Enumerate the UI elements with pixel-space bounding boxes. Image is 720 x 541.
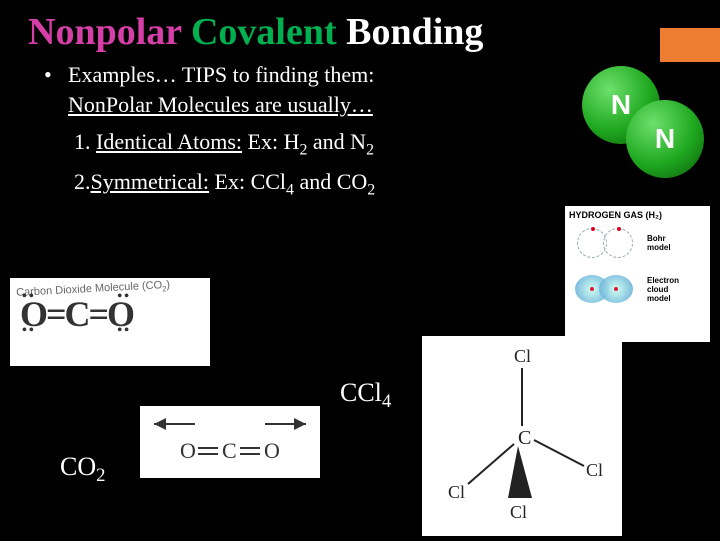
list-1-ex-pre: Ex: H xyxy=(242,129,299,154)
ccl4-cl-b: Cl xyxy=(510,502,527,522)
list-2-num: 2. xyxy=(74,169,91,194)
co2-structure-image: Carbon Dioxide Molecule (CO2) •• •• O=C=… xyxy=(10,278,210,366)
bohr-model-icon xyxy=(571,224,641,262)
bullet-line-2a: Non xyxy=(68,92,106,117)
co2a-o1: O xyxy=(180,438,196,463)
page-title: Nonpolar Covalent Bonding xyxy=(0,0,720,60)
list-1-label: Identical Atoms: xyxy=(96,129,242,154)
n2-atom-1-label: N xyxy=(611,89,631,121)
list-2-ex-sub2: 2 xyxy=(367,182,375,199)
ccl4-label: CCl4 xyxy=(340,378,391,413)
list-1-num: 1. xyxy=(74,129,91,154)
bullet-icon: • xyxy=(44,60,58,119)
ccl4-c: C xyxy=(518,427,531,449)
electron-cloud-icon xyxy=(571,270,641,308)
h2-header: HYDROGEN GAS (H₂) xyxy=(565,206,710,220)
co2-dipole-diagram: O C O xyxy=(140,406,320,478)
co2-cap-post: ) xyxy=(166,279,170,291)
bullet-line-1: Examples… TIPS to finding them: xyxy=(68,60,374,90)
hydrogen-gas-panel: HYDROGEN GAS (H₂) Bohr model Electron cl… xyxy=(565,206,710,342)
n2-atom-2-label: N xyxy=(655,123,675,155)
ccl4-pre: CCl xyxy=(340,378,382,407)
ccl4-structure-diagram: C Cl Cl Cl Cl xyxy=(422,336,622,536)
bullet-line-2: NonPolar Molecules are usually… xyxy=(68,90,374,120)
list-2-ex-mid: and CO xyxy=(294,169,367,194)
n2-atom-2: N xyxy=(626,100,704,178)
title-word-2: Covalent xyxy=(191,11,337,53)
list-2-label: Symmetrical: xyxy=(91,169,210,194)
co2-sub: 2 xyxy=(96,465,105,486)
n2-molecule-image: N N xyxy=(564,66,704,176)
list-1-ex-mid: and N xyxy=(307,129,366,154)
h2-cloud-row: Electron cloud model xyxy=(565,266,710,312)
title-word-1: Nonpolar xyxy=(28,11,181,53)
cloud-label: Electron cloud model xyxy=(647,276,679,303)
accent-bar xyxy=(660,28,720,62)
ccl4-cl-top: Cl xyxy=(514,346,531,366)
co2-lewis-structure: •• •• O=C=O •• •• xyxy=(10,296,210,332)
ccl4-sub: 4 xyxy=(382,391,391,412)
title-word-3: Bonding xyxy=(346,11,483,53)
co2-pre: CO xyxy=(60,452,96,481)
bullet-line-2b: Polar Molecules are usually… xyxy=(106,92,373,117)
co2-formula: O=C=O xyxy=(20,294,133,334)
ccl4-cl-bl: Cl xyxy=(448,482,465,502)
h2-bohr-row: Bohr model xyxy=(565,220,710,266)
ccl4-cl-r: Cl xyxy=(586,460,603,480)
bohr-label: Bohr model xyxy=(647,234,671,252)
list-1-ex-sub2: 2 xyxy=(366,142,374,159)
list-2-ex-pre: Ex: CCl xyxy=(209,169,286,194)
co2a-o2: O xyxy=(264,438,280,463)
co2-label: CO2 xyxy=(60,452,105,487)
list-2-ex-sub1: 4 xyxy=(286,182,294,199)
co2a-c: C xyxy=(222,438,237,463)
